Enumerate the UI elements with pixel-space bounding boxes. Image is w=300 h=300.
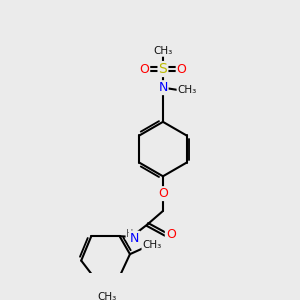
- Text: N: N: [158, 81, 168, 94]
- Text: O: O: [140, 62, 149, 76]
- Text: O: O: [158, 187, 168, 200]
- Text: CH₃: CH₃: [153, 46, 172, 56]
- Text: S: S: [159, 62, 167, 76]
- Text: H: H: [126, 229, 134, 239]
- Text: CH₃: CH₃: [142, 240, 162, 250]
- Text: O: O: [177, 62, 187, 76]
- Text: CH₃: CH₃: [177, 85, 197, 95]
- Text: CH₃: CH₃: [98, 292, 117, 300]
- Text: N: N: [130, 232, 139, 245]
- Text: O: O: [166, 228, 176, 241]
